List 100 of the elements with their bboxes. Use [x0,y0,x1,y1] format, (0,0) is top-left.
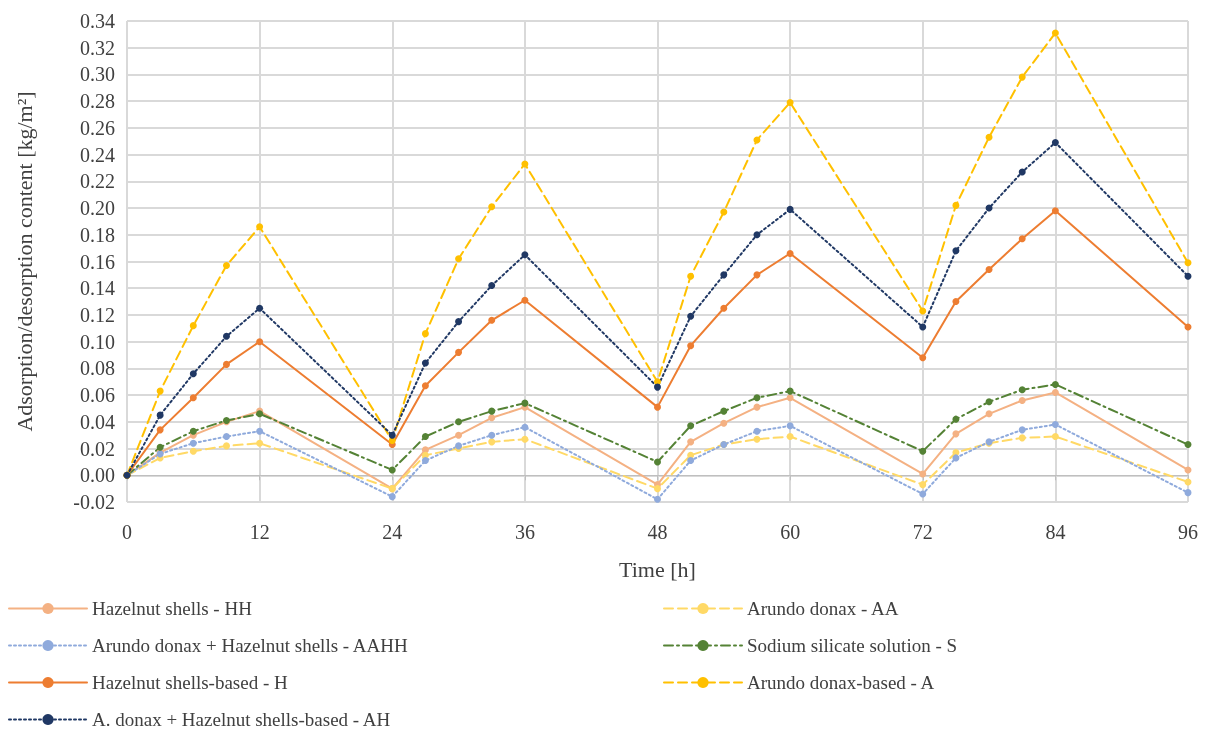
point [720,271,728,279]
point [687,342,695,350]
point [1018,426,1026,434]
point [654,485,661,493]
point [455,431,463,439]
y-tick-label: 0.30 [80,63,115,86]
x-tick-label: 72 [912,521,933,543]
point [952,247,960,255]
point [189,439,197,447]
point [222,360,230,368]
y-tick-label: 0.04 [80,410,115,433]
x-tick-label: 36 [514,521,535,543]
y-tick-label: 0.22 [80,170,115,193]
point [421,382,429,390]
point [985,266,993,274]
point [156,426,164,434]
point [1051,29,1059,37]
point [720,407,728,415]
point [388,466,396,474]
point [488,282,496,290]
point [156,443,164,451]
point [753,435,761,443]
point [1018,386,1026,394]
point [521,435,529,443]
x-tick-label: 60 [780,521,801,543]
x-tick-label: 24 [382,521,403,543]
legend-label: Arundo donax - AA [747,598,899,619]
point [985,133,993,141]
point [1018,235,1026,243]
point [521,296,529,304]
point [488,203,496,211]
point [488,431,496,439]
point [421,330,429,338]
y-tick-label: 0.24 [80,143,115,166]
legend-label: Arundo donax + Hazelnut shells - AAHH [92,635,408,656]
legend-label: Hazelnut shells-based - H [92,672,289,693]
y-tick-label: 0.14 [80,277,115,300]
y-tick-label: 0.08 [80,357,115,380]
point [654,495,661,503]
point [421,457,429,465]
point [488,316,496,324]
point [421,446,429,454]
x-tick-label: 48 [647,521,668,543]
x-tick-label: 96 [1178,521,1198,543]
point [1018,73,1026,81]
point [720,419,728,427]
point [1051,380,1059,388]
point [720,208,728,216]
y-tick-label: 0.28 [80,90,115,113]
point [919,470,927,478]
point [189,427,197,435]
y-tick-label: 0.18 [80,223,115,246]
y-tick-label: 0.00 [80,464,115,487]
point [753,394,761,402]
y-axis-title: Adsorption/desorption content [kg/m²] [11,91,37,432]
point [654,458,661,466]
point [952,298,960,306]
legend-label: Hazelnut shells - HH [92,598,253,619]
point [654,403,661,411]
point [455,318,463,326]
point [189,394,197,402]
point [687,422,695,430]
point [1184,489,1192,497]
point [1018,396,1026,404]
point [256,223,264,231]
point [1018,434,1026,442]
point [256,427,264,435]
point [786,433,794,441]
point [786,249,794,257]
x-tick-label: 84 [1045,521,1066,543]
point [1184,441,1192,449]
point [687,438,695,446]
y-tick-label: -0.02 [73,491,115,513]
point [1051,388,1059,396]
x-tick-label: 0 [122,521,132,543]
point [753,231,761,239]
point [256,304,264,312]
point [256,439,264,447]
point [687,312,695,320]
point [654,378,661,386]
legend-label: A. donax + Hazelnut shells-based - AH [92,709,391,730]
point [488,414,496,422]
y-tick-label: 0.26 [80,116,115,139]
point [455,418,463,426]
point [786,387,794,395]
point [985,410,993,418]
y-tick-label: 0.34 [80,10,115,32]
point [156,387,164,395]
y-tick-label: 0.32 [80,36,115,59]
point [222,262,230,270]
point [786,422,794,430]
point [421,359,429,367]
legend-label: Arundo donax-based - A [747,672,935,693]
point [654,383,661,391]
point [919,323,927,331]
point [1051,139,1059,147]
legend-label: Sodium silicate solution - S [747,635,958,656]
point [189,447,197,455]
point [421,433,429,441]
x-axis-title: Time [h] [619,556,696,582]
